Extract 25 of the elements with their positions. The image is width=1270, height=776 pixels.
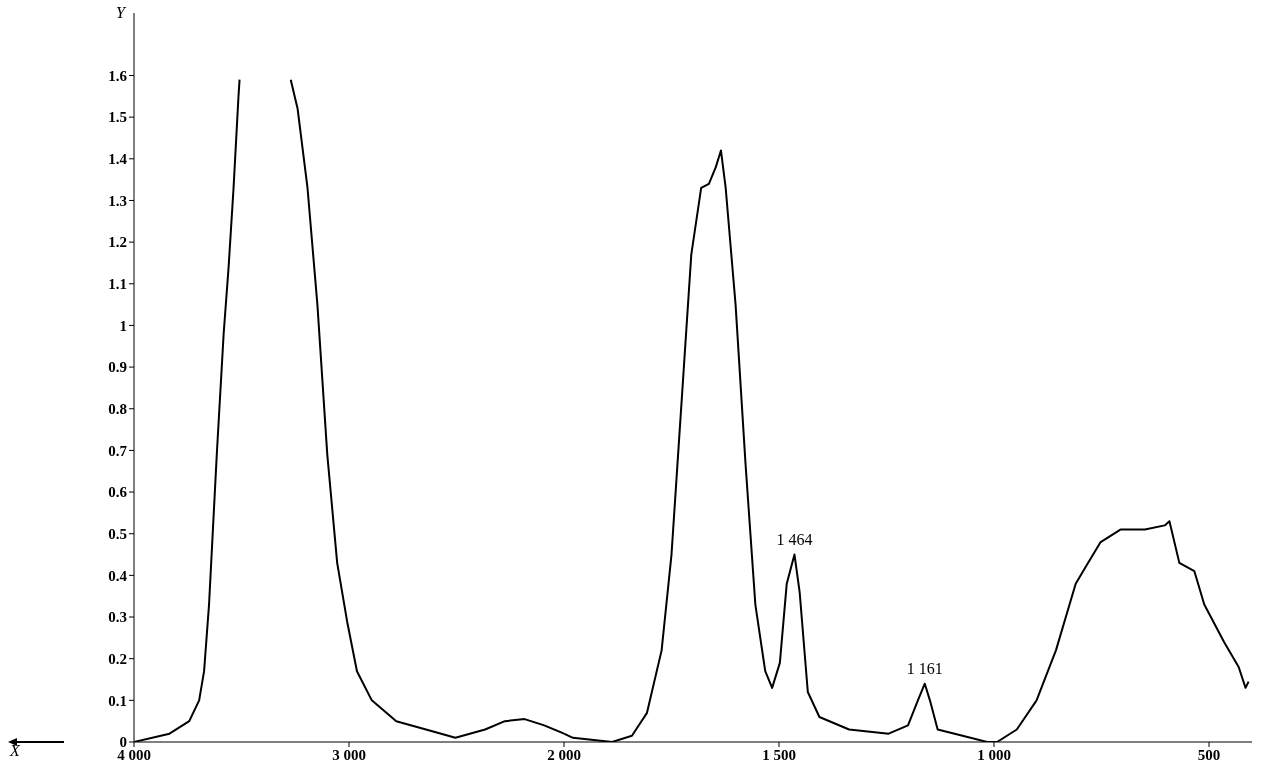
y-tick-label: 0.9 bbox=[108, 359, 127, 376]
y-tick-label: 0.1 bbox=[108, 692, 127, 709]
y-tick-label: 0.5 bbox=[108, 526, 127, 543]
y-tick-label: 1.5 bbox=[108, 109, 127, 126]
x-tick-label: 500 bbox=[1197, 746, 1221, 763]
y-tick-label: 0.3 bbox=[108, 609, 127, 626]
y-tick-label: 0.2 bbox=[108, 651, 127, 668]
x-tick-label: 1 500 bbox=[762, 746, 796, 763]
y-tick-label: 0.4 bbox=[108, 567, 128, 584]
y-tick-label: 1.1 bbox=[108, 276, 127, 293]
y-tick-label: 1.6 bbox=[108, 67, 128, 84]
annotation: 1 161 bbox=[906, 659, 943, 677]
x-axis-title: X bbox=[10, 742, 20, 760]
annotation: 1 464 bbox=[776, 530, 813, 548]
y-tick-label: 0.7 bbox=[108, 442, 128, 459]
y-tick-label: 1.4 bbox=[108, 151, 128, 168]
x-tick-label: 1 000 bbox=[977, 746, 1011, 763]
y-tick-label: 0.6 bbox=[108, 484, 128, 501]
y-tick-label: 1.3 bbox=[108, 192, 127, 209]
y-axis-title: Y bbox=[116, 4, 125, 22]
x-tick-label: 3 000 bbox=[332, 746, 366, 763]
y-tick-label: 1.2 bbox=[108, 234, 127, 251]
y-tick-label: 0.8 bbox=[108, 401, 127, 418]
y-tick-label: 1 bbox=[119, 317, 127, 334]
x-tick-label: 2 000 bbox=[547, 746, 581, 763]
